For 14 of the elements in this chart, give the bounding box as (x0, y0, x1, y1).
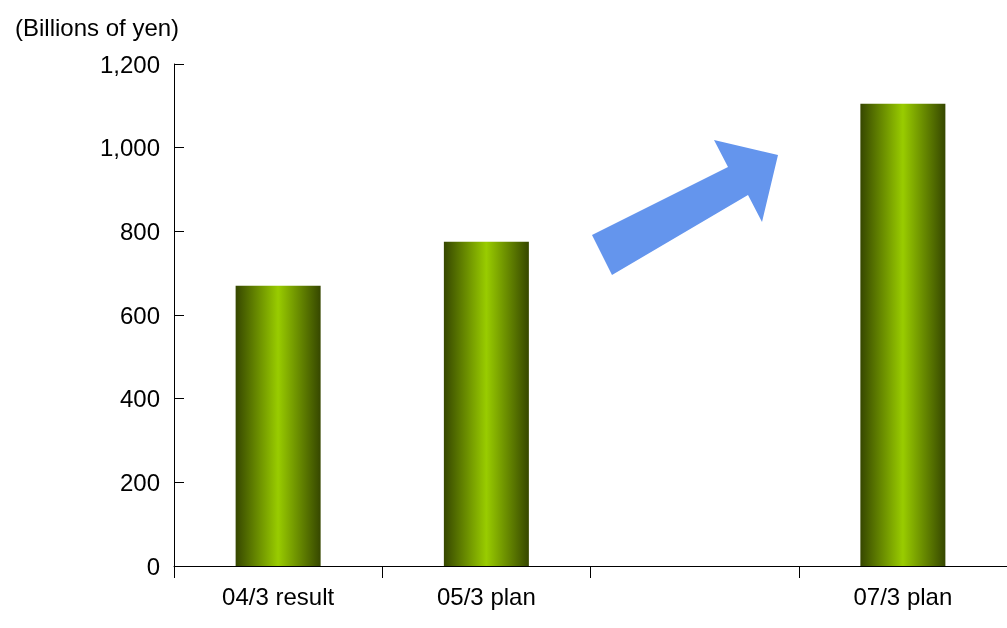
bar (235, 285, 321, 566)
y-tick-label: 1,000 (99, 134, 160, 162)
y-axis-title: (Billions of yen) (15, 13, 180, 41)
x-tick-label: 07/3 plan (853, 582, 953, 610)
bar (860, 103, 946, 566)
x-tick-label: 05/3 plan (436, 582, 536, 610)
y-tick-label: 400 (119, 385, 160, 413)
y-tick-label: 0 (146, 552, 160, 580)
y-tick-label: 600 (119, 301, 160, 329)
bar (443, 241, 529, 566)
x-tick-label: 04/3 result (222, 582, 335, 610)
y-tick-label: 800 (119, 217, 160, 245)
y-tick-label: 1,200 (99, 50, 160, 78)
y-tick-label: 200 (119, 468, 160, 496)
